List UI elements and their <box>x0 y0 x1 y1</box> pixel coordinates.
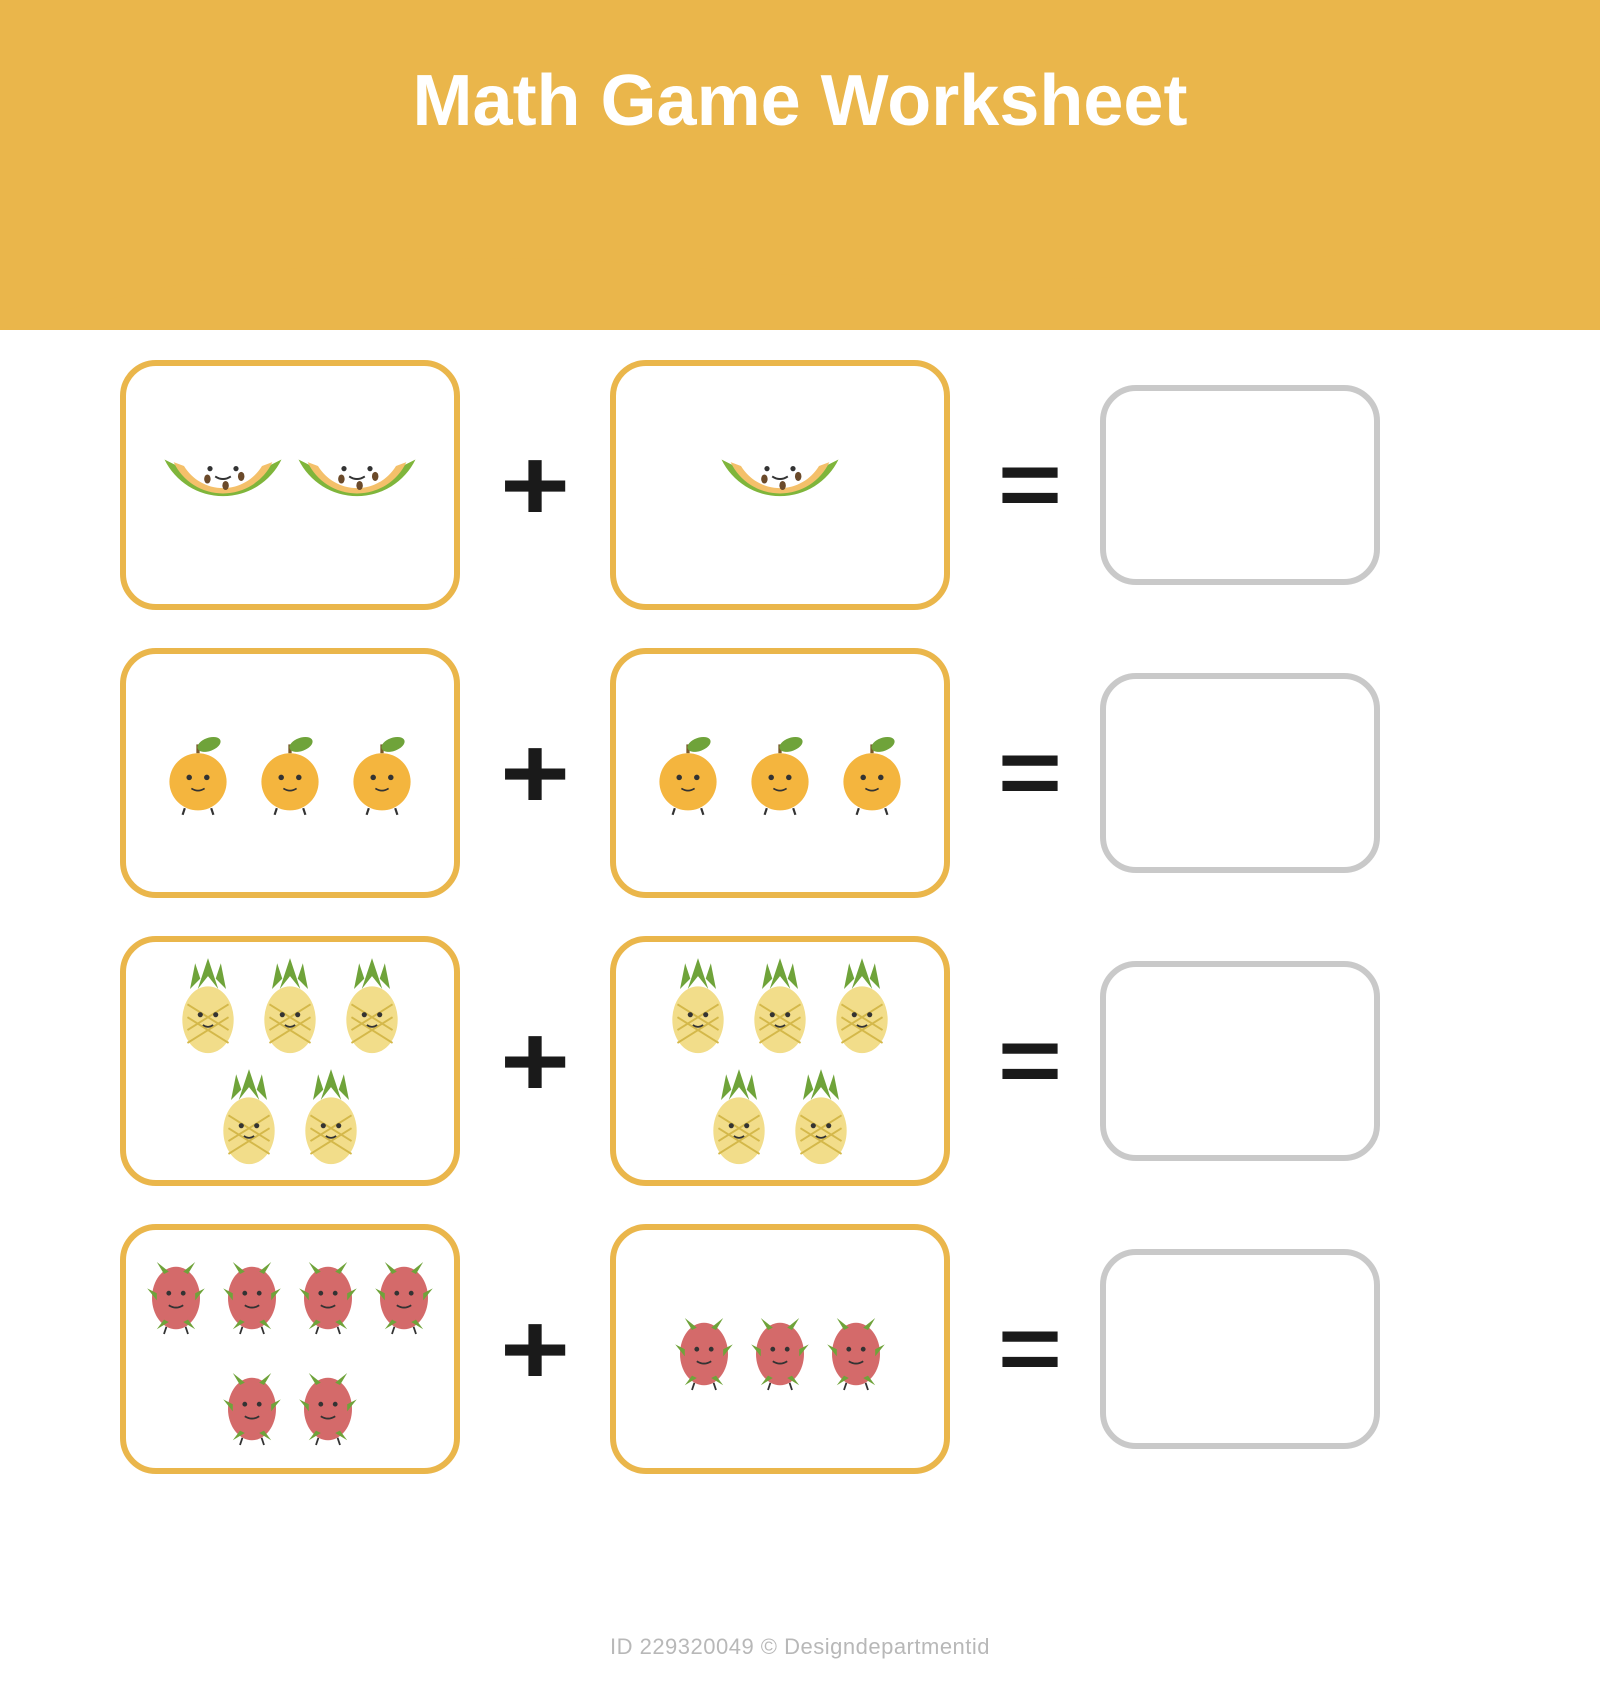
pineapple-group <box>616 942 944 1180</box>
operand-right <box>610 648 950 898</box>
dragonfruit-group <box>616 1230 944 1468</box>
answer-box[interactable] <box>1100 673 1380 873</box>
melon-group <box>126 366 454 604</box>
dragonfruit-group <box>126 1230 454 1468</box>
pineapple-group <box>126 942 454 1180</box>
operand-left <box>120 1224 460 1474</box>
orange-group <box>126 654 454 892</box>
operand-right <box>610 1224 950 1474</box>
problem-row-1: + = <box>120 360 1480 610</box>
equals-icon: = <box>980 1014 1070 1108</box>
operand-right <box>610 360 950 610</box>
header-band <box>0 0 1600 330</box>
problem-row-2: + = <box>120 648 1480 898</box>
answer-box[interactable] <box>1100 961 1380 1161</box>
worksheet-title: Math Game Worksheet <box>0 60 1600 142</box>
equals-icon: = <box>980 438 1070 532</box>
equals-icon: = <box>980 1302 1070 1396</box>
equals-icon: = <box>980 726 1070 820</box>
plus-icon: + <box>490 1298 580 1400</box>
plus-icon: + <box>490 722 580 824</box>
plus-icon: + <box>490 434 580 536</box>
problem-row-3: + = <box>120 936 1480 1186</box>
problems-container: + = + <box>120 360 1480 1474</box>
operand-right <box>610 936 950 1186</box>
operand-left <box>120 360 460 610</box>
operand-left <box>120 648 460 898</box>
watermark-text: ID 229320049 © Designdepartmentid <box>0 1634 1600 1660</box>
answer-box[interactable] <box>1100 385 1380 585</box>
operand-left <box>120 936 460 1186</box>
orange-group <box>616 654 944 892</box>
melon-group <box>616 366 944 604</box>
answer-box[interactable] <box>1100 1249 1380 1449</box>
problem-row-4: + = <box>120 1224 1480 1474</box>
header-wave <box>0 0 1600 340</box>
plus-icon: + <box>490 1010 580 1112</box>
